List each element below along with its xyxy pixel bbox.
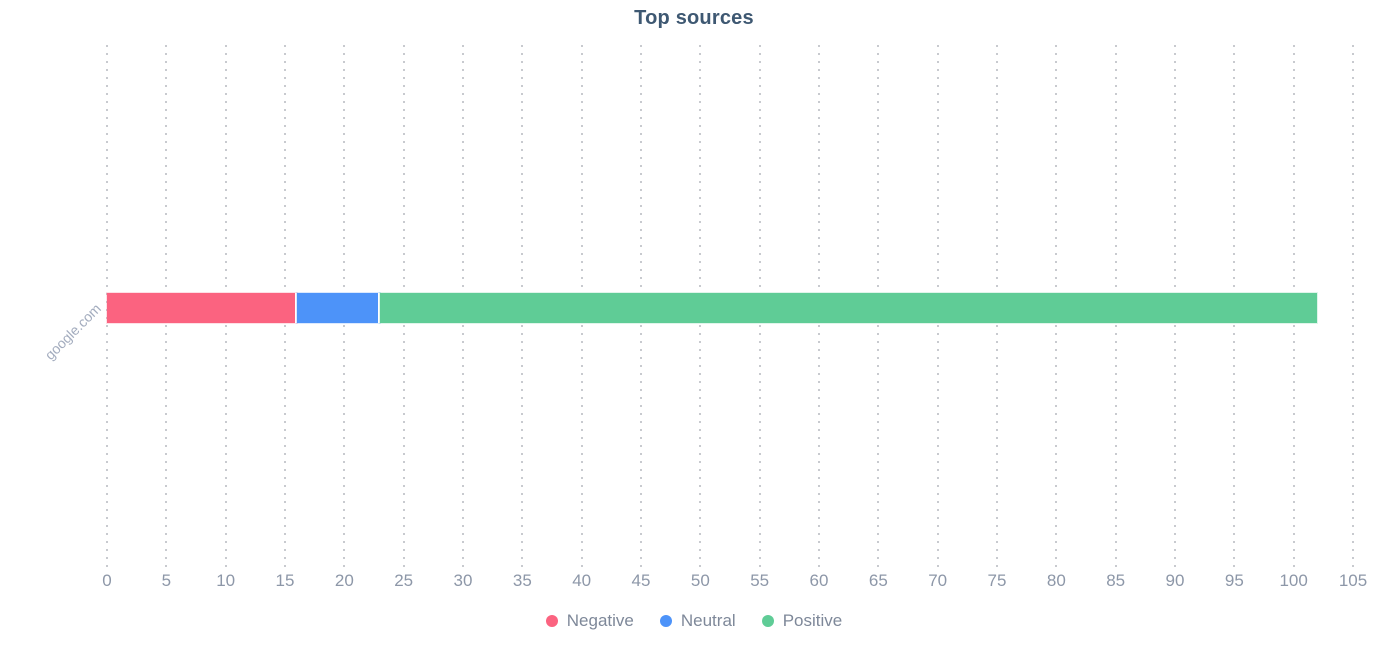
legend-marker-neutral-icon (659, 615, 672, 627)
legend-label: Neutral (680, 611, 736, 630)
x-tick-label: 20 (334, 571, 354, 590)
x-tick-label: 65 (868, 571, 888, 590)
stacked-bar-google-com (107, 293, 1318, 323)
x-tick-label: 70 (928, 571, 948, 590)
legend-item-positive[interactable]: Positive (761, 611, 843, 631)
x-tick-label: 75 (987, 571, 1007, 590)
x-tick-label: 60 (809, 571, 829, 590)
legend-label: Positive (782, 611, 843, 630)
bar-segment-neutral[interactable] (296, 293, 380, 323)
bar-segment-positive[interactable] (379, 293, 1318, 323)
plot-area: google.com (41, 45, 1354, 568)
x-tick-label: 30 (453, 571, 473, 590)
legend-marker-positive-icon (761, 615, 774, 627)
x-tick-label: 50 (690, 571, 710, 590)
x-tick-label: 90 (1165, 571, 1185, 590)
x-tick-label: 85 (1106, 571, 1126, 590)
x-tick-label: 55 (750, 571, 770, 590)
gridline (1352, 45, 1354, 568)
legend-item-neutral[interactable]: Neutral (659, 611, 736, 631)
legend-label: Negative (566, 611, 634, 630)
category-label: google.com (41, 300, 104, 363)
x-tick-label: 40 (572, 571, 592, 590)
x-tick-label: 0 (102, 571, 112, 590)
legend-item-negative[interactable]: Negative (545, 611, 634, 631)
x-tick-label: 95 (1224, 571, 1244, 590)
legend: Negative Neutral Positive (0, 611, 1388, 631)
legend-marker-negative-icon (545, 615, 558, 627)
chart-title: Top sources (634, 7, 754, 29)
x-tick-label: 5 (161, 571, 172, 590)
x-tick-label: 80 (1046, 571, 1066, 590)
x-tick-label: 15 (275, 571, 295, 590)
x-tick-label: 10 (216, 571, 236, 590)
x-tick-label: 100 (1279, 571, 1308, 590)
bar-segment-negative[interactable] (107, 293, 297, 323)
x-tick-label: 45 (631, 571, 651, 590)
x-tick-label: 105 (1338, 571, 1368, 590)
x-tick-label: 35 (512, 571, 532, 590)
x-tick-label: 25 (394, 571, 414, 590)
